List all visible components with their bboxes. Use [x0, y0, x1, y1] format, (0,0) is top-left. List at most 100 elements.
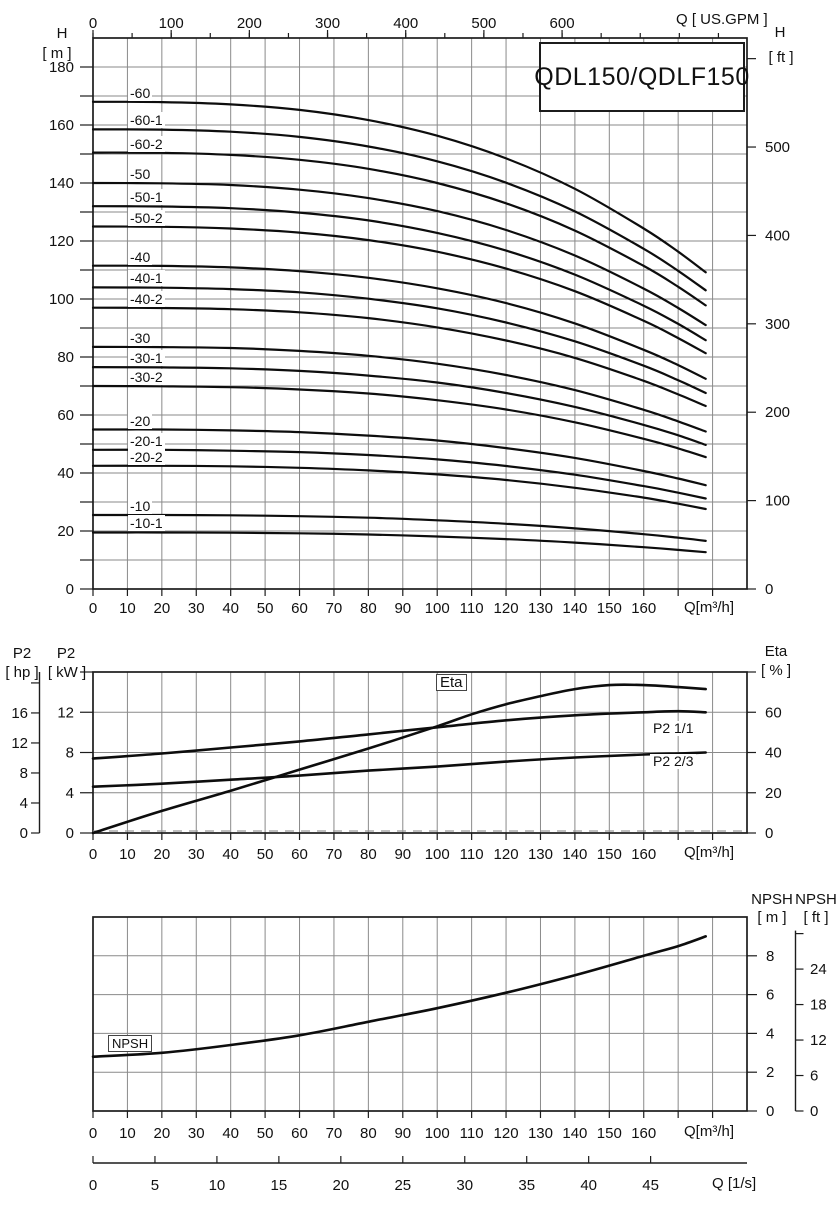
gpm-axis-tick-label: 500 — [471, 15, 496, 32]
npsh-curve-label: NPSH — [108, 1035, 153, 1052]
x-axis-tick-label: 70 — [326, 600, 343, 617]
npsh-bottom-axis-unit: Q[m³/h] — [684, 1123, 735, 1140]
x-axis-tick-label: 150 — [597, 600, 622, 617]
h-axis-tick-label: 180 — [49, 59, 74, 76]
eta-axis-tick-label: 60 — [765, 704, 782, 721]
ls-axis-tick-label: 25 — [394, 1177, 411, 1194]
ft-axis-tick-label: 500 — [765, 139, 790, 156]
x-axis-tick-label: 20 — [153, 1125, 170, 1142]
head-curve — [91, 531, 707, 554]
kw-axis-tick-label: 4 — [66, 785, 74, 802]
head-curve-label: -40-2 — [128, 291, 165, 307]
ft-axis-tick-label: 200 — [765, 404, 790, 421]
x-axis-tick-label: 0 — [89, 1125, 97, 1142]
x-axis-tick-label: 160 — [631, 600, 656, 617]
ls-axis-tick-label: 0 — [89, 1177, 97, 1194]
x-axis-tick-label: 140 — [562, 1125, 587, 1142]
head-curve — [91, 345, 707, 433]
head-curve-label: -10 — [128, 498, 153, 514]
head-curve — [91, 151, 707, 307]
x-axis-tick-label: 100 — [425, 1125, 450, 1142]
x-axis-tick-label: 130 — [528, 600, 553, 617]
x-axis-tick-label: 70 — [326, 846, 343, 863]
x-axis-tick-label: 80 — [360, 1125, 377, 1142]
hp-axis-symbol: P2 — [12, 645, 32, 662]
npsh-ft-axis-tick-label: 6 — [810, 1068, 818, 1085]
gpm-axis-tick-label: 200 — [237, 15, 262, 32]
main-top-axis-unit: Q [ US.GPM ] — [676, 11, 768, 28]
chart-title: QDL150/QDLF150 — [534, 42, 749, 112]
x-axis-tick-label: 120 — [494, 1125, 519, 1142]
mid-bottom-axis-unit: Q[m³/h] — [684, 844, 735, 861]
head-curve-label: -60 — [128, 85, 153, 101]
head-curve-label: -20 — [128, 413, 153, 429]
p2-two-thirds-curve-label: P2 2/3 — [650, 754, 697, 769]
h-axis-tick-label: 0 — [66, 581, 74, 598]
x-axis-tick-label: 30 — [188, 1125, 205, 1142]
x-axis-tick-label: 130 — [528, 846, 553, 863]
ls-axis-tick-label: 15 — [271, 1177, 288, 1194]
head-curve — [91, 264, 707, 380]
head-curve — [91, 181, 707, 327]
h-axis-tick-label: 100 — [49, 291, 74, 308]
x-axis-tick-label: 150 — [597, 1125, 622, 1142]
x-axis-tick-label: 90 — [394, 600, 411, 617]
eta-axis-unit: [ % ] — [760, 662, 791, 679]
gpm-axis-tick-label: 300 — [315, 15, 340, 32]
head-curve — [91, 513, 707, 542]
head-curve — [91, 448, 707, 500]
x-axis-tick-label: 30 — [188, 600, 205, 617]
x-axis-tick-label: 10 — [119, 1125, 136, 1142]
x-axis-tick-label: 60 — [291, 1125, 308, 1142]
head-curve-label: -20-1 — [128, 433, 165, 449]
x-axis-tick-label: 50 — [257, 846, 274, 863]
x-axis-tick-label: 70 — [326, 1125, 343, 1142]
ls-axis-tick-label: 5 — [151, 1177, 159, 1194]
x-axis-tick-label: 20 — [153, 600, 170, 617]
ls-axis-tick-label: 10 — [209, 1177, 226, 1194]
h-axis-tick-label: 160 — [49, 117, 74, 134]
x-axis-tick-label: 40 — [222, 1125, 239, 1142]
npsh-ft-axis-tick-label: 18 — [810, 997, 827, 1014]
h-axis-tick-label: 120 — [49, 233, 74, 250]
x-axis-tick-label: 120 — [494, 600, 519, 617]
npsh-m-axis-tick-label: 4 — [766, 1025, 774, 1042]
x-axis-tick-label: 50 — [257, 1125, 274, 1142]
head-curve — [91, 366, 707, 446]
npsh-curve — [91, 935, 707, 1058]
main-bottom-axis-unit: Q[m³/h] — [684, 599, 735, 616]
ls-axis-tick-label: 45 — [642, 1177, 659, 1194]
kw-axis-tick-label: 12 — [57, 704, 74, 721]
head-curve-label: -50-1 — [128, 189, 165, 205]
eta-axis-tick-label: 0 — [765, 825, 773, 842]
head-curve — [91, 464, 707, 511]
npsh-m-axis-symbol: NPSH — [751, 891, 793, 908]
hp-axis-unit: [ hp ] — [5, 664, 39, 681]
ft-axis-tick-label: 300 — [765, 316, 790, 333]
h-axis-tick-label: 20 — [57, 523, 74, 540]
main-chart-frame — [92, 37, 748, 590]
gpm-axis-tick-label: 100 — [159, 15, 184, 32]
x-axis-tick-label: 0 — [89, 600, 97, 617]
x-axis-tick-label: 130 — [528, 1125, 553, 1142]
power-eff-curve — [91, 683, 707, 835]
npsh-m-axis-tick-label: 6 — [766, 987, 774, 1004]
x-axis-tick-label: 90 — [394, 846, 411, 863]
hp-axis-tick-label: 4 — [20, 795, 28, 812]
gpm-axis-tick-label: 600 — [550, 15, 575, 32]
ft-axis-tick-label: 100 — [765, 493, 790, 510]
h-axis-tick-label: 60 — [57, 407, 74, 424]
x-axis-tick-label: 0 — [89, 846, 97, 863]
npsh-ft-axis-tick-label: 12 — [810, 1032, 827, 1049]
npsh-m-axis-unit: [ m ] — [757, 909, 787, 926]
head-curve — [91, 128, 707, 292]
head-curve-label: -20-2 — [128, 449, 165, 465]
head-curve — [91, 205, 707, 342]
head-curve-label: -40-1 — [128, 270, 165, 286]
head-curve-label: -40 — [128, 249, 153, 265]
npsh-ft-axis-unit: [ ft ] — [803, 909, 829, 926]
eta-curve-label: Eta — [436, 674, 467, 691]
npsh-ft-axis-tick-label: 24 — [810, 961, 827, 978]
x-axis-tick-label: 110 — [460, 846, 484, 863]
x-axis-tick-label: 80 — [360, 846, 377, 863]
